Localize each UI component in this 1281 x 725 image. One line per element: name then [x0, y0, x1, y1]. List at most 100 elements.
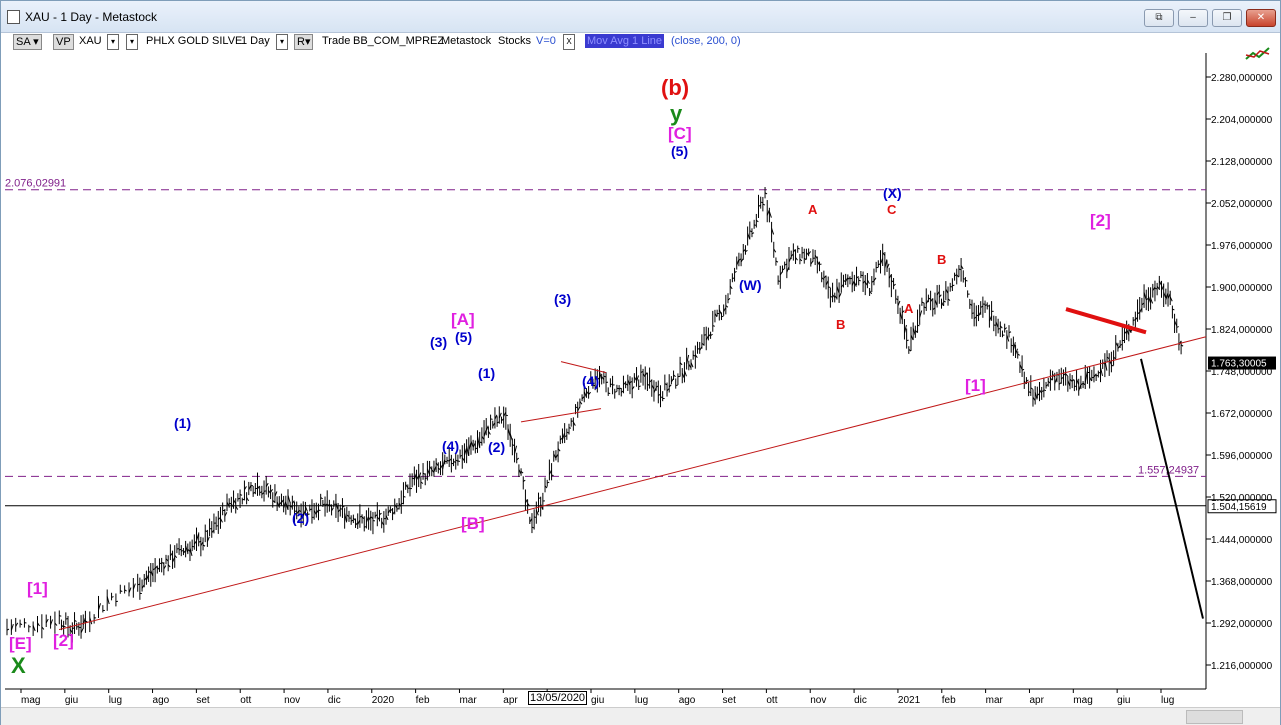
price-bar-close — [187, 549, 191, 552]
title-bar[interactable]: XAU - 1 Day - Metastock ⧉ – ❐ ✕ — [1, 1, 1280, 33]
wave-label: B — [937, 252, 946, 267]
price-bar-close — [749, 230, 753, 233]
level-box — [1207, 499, 1277, 514]
price-bar-close — [350, 519, 354, 522]
price-bar-close — [840, 284, 844, 288]
price-bar-close — [734, 270, 737, 273]
template-label[interactable]: BB_COM_MPREZ — [353, 35, 445, 47]
price-bar-close — [938, 294, 942, 298]
price-bar-close — [368, 516, 372, 521]
price-bar-close — [233, 499, 236, 504]
price-bar-close — [242, 498, 245, 501]
price-bar-close — [1115, 342, 1119, 347]
price-bar-close — [141, 584, 145, 589]
price-bar-close — [631, 386, 635, 390]
price-bar-close — [281, 499, 284, 503]
price-bar-close — [390, 508, 393, 512]
price-bar-close — [625, 383, 628, 386]
price-bar-close — [248, 485, 252, 491]
r-button[interactable]: R▾ — [294, 34, 314, 50]
price-bar-close — [352, 517, 356, 521]
price-bar-close — [1089, 376, 1093, 382]
close-indicator-button[interactable]: X — [563, 34, 575, 50]
price-bar-close — [196, 533, 199, 541]
price-bar-close — [1150, 298, 1154, 304]
x-tick-label: feb — [942, 695, 956, 706]
chart-toolbar: SA ▾ VP XAU ▾ ▾ PHLX GOLD SILVE 1 Day ▾ … — [1, 32, 1201, 52]
price-bar-close — [908, 348, 912, 352]
price-bar-close — [287, 495, 291, 503]
price-bar-close — [599, 371, 602, 380]
sa-button[interactable]: SA ▾ — [13, 34, 42, 50]
trade-label[interactable]: Trade — [322, 35, 351, 47]
price-bar-close — [172, 557, 176, 563]
indicator-label[interactable]: Mov Avg 1 Line — [585, 34, 665, 48]
price-bar-close — [762, 203, 766, 206]
price-bar-close — [1158, 280, 1162, 286]
price-bar-close — [359, 515, 363, 518]
price-bar-close — [884, 259, 888, 269]
price-bar-close — [1004, 327, 1007, 330]
symbol-dropdown-icon[interactable]: ▾ — [107, 34, 119, 50]
price-bar-close — [932, 307, 936, 311]
minimize-button[interactable]: – — [1178, 9, 1208, 27]
symbol-list-icon[interactable]: ▾ — [126, 34, 138, 50]
price-bar-close — [577, 406, 581, 412]
price-bar-close — [1082, 382, 1086, 386]
vp-button[interactable]: VP — [53, 34, 74, 50]
x-tick-label: nov — [810, 695, 826, 706]
price-bar-close — [1030, 387, 1034, 390]
price-bar-close — [507, 428, 511, 437]
price-bar-close — [509, 433, 513, 441]
price-bar-close — [843, 279, 846, 283]
price-bar-close — [15, 622, 19, 627]
y-tick-label: 1.292,000000 — [1211, 619, 1273, 630]
price-bar-close — [331, 507, 334, 512]
price-bar-close — [278, 501, 282, 506]
price-bar-close — [666, 388, 670, 392]
price-bar-close — [856, 276, 859, 279]
restore-button[interactable]: ❐ — [1212, 9, 1242, 27]
wave-label: (b) — [661, 75, 689, 100]
x-tick-label: set — [196, 695, 210, 706]
price-bar-close — [296, 510, 300, 515]
price-bar-close — [561, 433, 565, 440]
wave-label: (4) — [582, 373, 599, 389]
price-bar-close — [995, 321, 999, 328]
price-bar-close — [398, 502, 402, 507]
scroll-thumb[interactable] — [1186, 710, 1243, 724]
x-tick-label: mar — [459, 695, 477, 706]
price-bar-close — [914, 330, 918, 333]
price-bar-close — [475, 447, 478, 450]
price-bar-close — [912, 328, 916, 336]
price-bar-close — [651, 384, 655, 389]
x-tick-label: mag — [1073, 695, 1092, 706]
wave-label: (1) — [478, 365, 495, 381]
extra-window-button[interactable]: ⧉ — [1144, 9, 1174, 27]
price-bar-close — [1017, 353, 1020, 356]
price-bar-close — [202, 544, 206, 547]
price-bar-close — [816, 260, 820, 266]
price-bar-close — [825, 280, 829, 286]
price-bar-close — [429, 466, 433, 470]
horizontal-scrollbar[interactable] — [1, 707, 1280, 725]
x-tick-label: mar — [986, 695, 1004, 706]
price-bar-close — [1145, 298, 1149, 301]
wave-label: [2] — [53, 631, 74, 650]
price-bar-close — [823, 275, 827, 279]
price-bar-close — [143, 577, 147, 581]
price-bar-close — [999, 325, 1003, 329]
price-bar-close — [592, 384, 596, 387]
price-bar-close — [257, 485, 260, 490]
price-bar-close — [344, 513, 348, 523]
x-tick-label: mag — [21, 695, 40, 706]
price-bar-close — [374, 514, 378, 517]
chart-type-icon[interactable] — [1245, 45, 1271, 63]
close-button[interactable]: ✕ — [1246, 9, 1276, 27]
price-bar-close — [226, 501, 230, 507]
period-dropdown-icon[interactable]: ▾ — [276, 34, 288, 50]
price-bar-close — [205, 530, 208, 532]
price-bar-close — [976, 314, 979, 317]
price-bar-close — [459, 454, 463, 457]
